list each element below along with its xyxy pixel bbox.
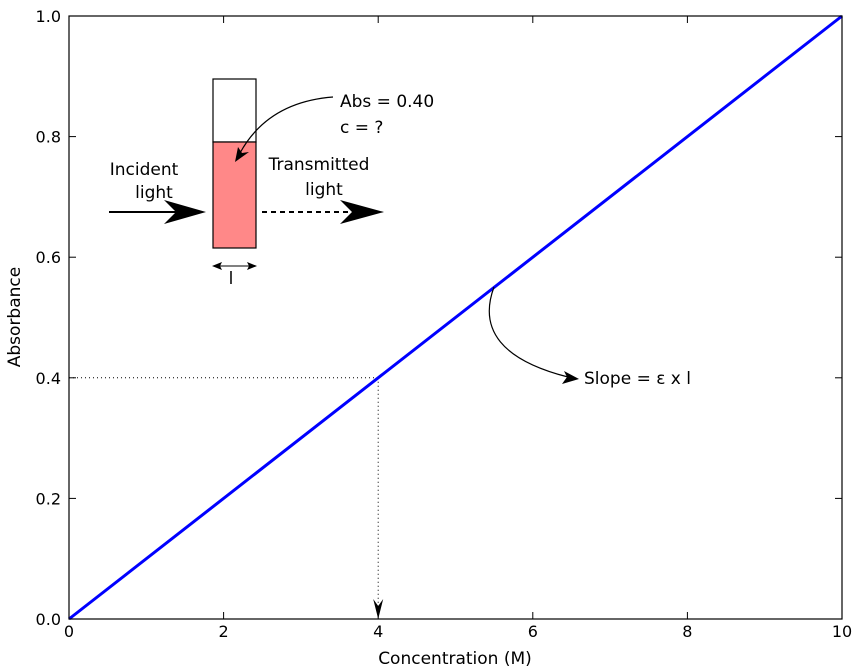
- x-tick-label: 4: [373, 622, 383, 641]
- incident-label-line1: Incident: [110, 160, 179, 180]
- reference-arrowhead: [373, 599, 384, 619]
- incident-arrowhead: [164, 200, 206, 224]
- y-tick-label: 1.0: [36, 7, 61, 26]
- y-tick-label: 0.4: [36, 369, 61, 388]
- abs-callout-arrow: [239, 96, 334, 154]
- path-length-arrowhead-right: [247, 262, 257, 270]
- cuvette-solution: [212, 141, 257, 249]
- y-tick-label: 0.0: [36, 610, 61, 629]
- y-tick-label: 0.8: [36, 128, 61, 147]
- cuvette-diagram: Incident light Transmitted light l Abs =…: [109, 78, 434, 289]
- x-tick-label: 6: [528, 622, 538, 641]
- abs-label-line1: Abs = 0.40: [340, 92, 434, 112]
- slope-callout-arrow: [488, 286, 569, 378]
- path-length-arrowhead-left: [212, 262, 222, 270]
- abs-label-line2: c = ?: [340, 118, 383, 138]
- slope-label: Slope = ε x l: [584, 369, 691, 389]
- slope-callout: Slope = ε x l: [488, 286, 691, 389]
- ticks-layer: 0 2 4 6 8 10 0.0 0.2 0.4 0.6 0.8 1.0: [36, 7, 853, 641]
- plot-frame: [68, 15, 843, 620]
- x-tick-label: 2: [219, 622, 229, 641]
- x-tick-label: 8: [682, 622, 692, 641]
- transmitted-label-line1: Transmitted: [268, 155, 370, 175]
- y-axis-label: Absorbance: [5, 267, 25, 367]
- slope-callout-arrowhead: [562, 371, 579, 384]
- marks-layer: [68, 14, 843, 621]
- transmitted-label-line2: light: [305, 180, 343, 200]
- x-tick-label: 10: [832, 622, 852, 641]
- x-axis-label: Concentration (M): [378, 649, 532, 669]
- y-tick-label: 0.2: [36, 489, 61, 508]
- series-line: [68, 14, 843, 621]
- y-tick-label: 0.6: [36, 248, 61, 267]
- transmitted-arrowhead: [340, 200, 384, 224]
- abs-callout-arrowhead: [235, 147, 249, 162]
- cuvette-empty-part: [212, 78, 257, 143]
- path-length-label: l: [229, 269, 234, 289]
- x-tick-label: 0: [64, 622, 74, 641]
- incident-label-line2: light: [135, 183, 173, 203]
